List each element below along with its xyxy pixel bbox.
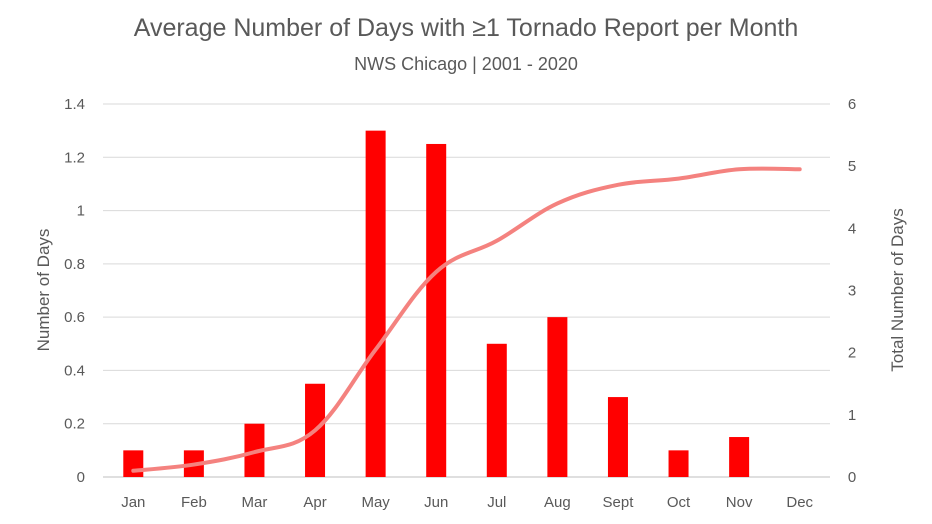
left-axis-label: Number of Days (34, 229, 53, 352)
x-tick-label: Mar (242, 494, 268, 511)
x-tick-label: Jan (121, 494, 145, 511)
right-tick-label: 1 (848, 407, 856, 424)
right-tick-label: 5 (848, 158, 856, 175)
right-tick-label: 2 (848, 345, 856, 362)
right-axis-ticks: 0 1 2 3 4 5 6 (848, 96, 856, 486)
right-tick-label: 6 (848, 96, 856, 113)
x-tick-label: Feb (181, 494, 207, 511)
right-tick-label: 4 (848, 220, 856, 237)
x-tick-label: Nov (726, 494, 753, 511)
right-axis-label: Total Number of Days (888, 208, 907, 371)
left-tick-label: 0 (77, 469, 85, 486)
bar (486, 343, 507, 477)
left-axis-ticks: 0 0.2 0.4 0.6 0.8 1 1.2 1.4 (64, 96, 85, 486)
x-tick-label: May (361, 494, 390, 511)
bar (365, 130, 386, 477)
bar (729, 437, 750, 477)
x-tick-label: Jun (424, 494, 448, 511)
line-series (131, 166, 802, 473)
x-tick-label: Dec (786, 494, 813, 511)
left-tick-label: 0.2 (64, 416, 85, 433)
bar-series (123, 130, 750, 477)
x-tick-label: Aug (544, 494, 571, 511)
bar (607, 397, 628, 477)
left-tick-label: 0.8 (64, 256, 85, 273)
x-tick-label: Sept (603, 494, 635, 511)
x-tick-label: Jul (487, 494, 506, 511)
left-tick-label: 1 (77, 203, 85, 220)
left-tick-label: 1.2 (64, 149, 85, 166)
left-tick-label: 1.4 (64, 96, 85, 113)
bar (668, 450, 689, 477)
x-tick-label: Oct (667, 494, 691, 511)
bar (426, 143, 447, 477)
right-tick-label: 0 (848, 469, 856, 486)
cumulative-line (131, 166, 802, 473)
bar (123, 450, 144, 477)
bar (547, 317, 568, 477)
x-tick-label: Apr (303, 494, 326, 511)
left-tick-label: 0.4 (64, 362, 85, 379)
left-tick-label: 0.6 (64, 309, 85, 326)
chart-title: Average Number of Days with ≥1 Tornado R… (133, 14, 799, 42)
chart-subtitle: NWS Chicago | 2001 - 2020 (354, 54, 578, 74)
gridlines (103, 103, 830, 478)
right-tick-label: 3 (848, 283, 856, 300)
x-axis-ticks: Jan Feb Mar Apr May Jun Jul Aug Sept Oct Nov Dec (121, 494, 813, 511)
